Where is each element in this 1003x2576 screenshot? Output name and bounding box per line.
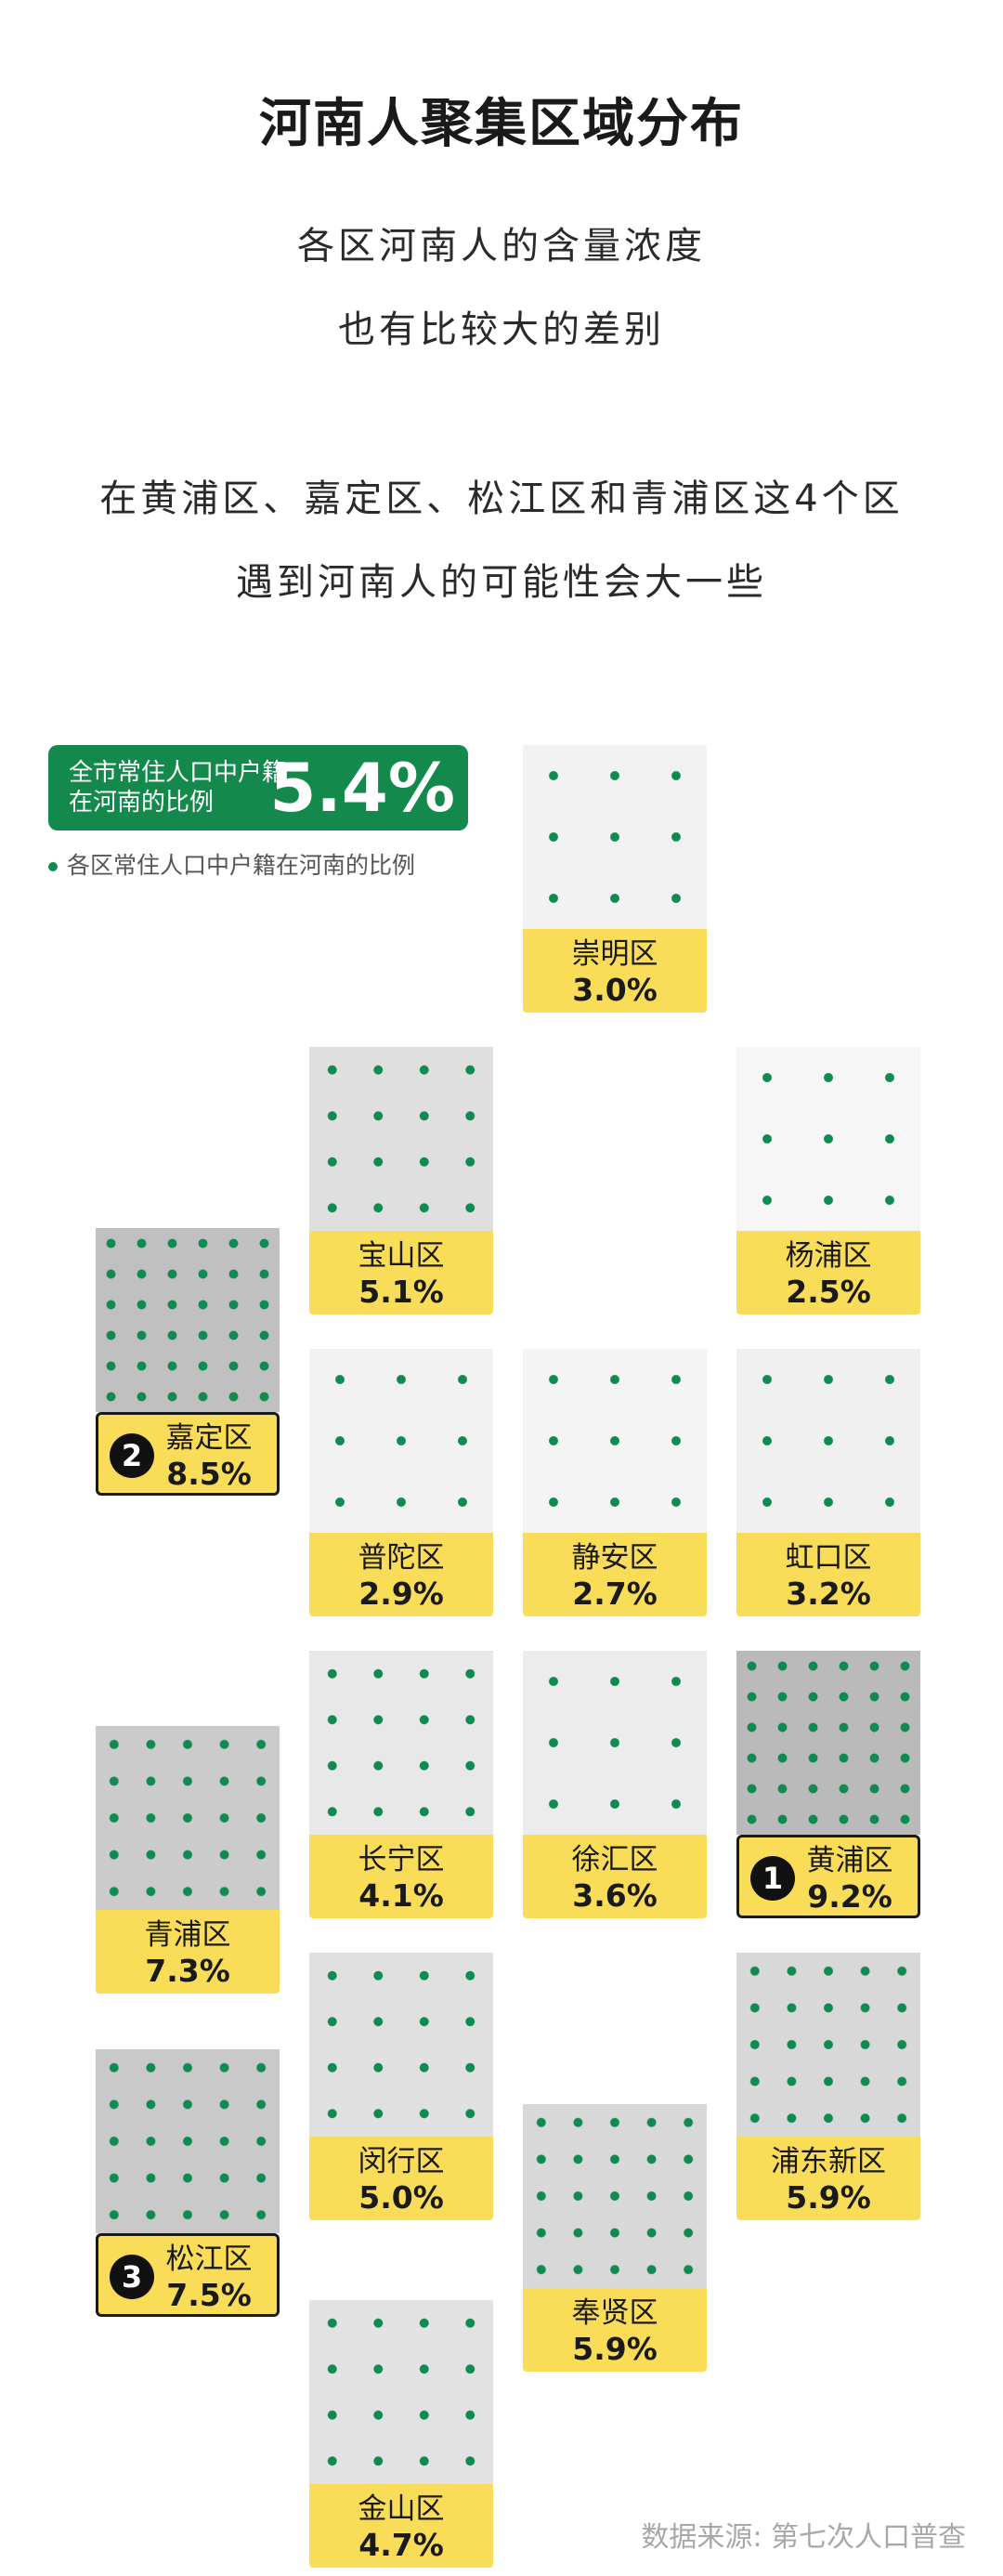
district-name: 虹口区 [785, 1541, 872, 1575]
district-9: 1 黄浦区 9.2% [736, 1651, 920, 1918]
data-source: 数据来源: 第七次人口普查 [641, 2521, 966, 2554]
district-12: 浦东新区 5.9% [736, 1953, 920, 2220]
district-15: 金山区 4.7% [309, 2300, 493, 2568]
district-6: 虹口区 3.2% [736, 1349, 920, 1616]
district-value: 5.9% [572, 2331, 658, 2367]
district-label: 3 松江区 7.5% [96, 2233, 280, 2317]
district-label: 1 黄浦区 9.2% [736, 1835, 920, 1918]
district-10: 青浦区 7.3% [96, 1726, 280, 1994]
district-value: 7.5% [166, 2277, 252, 2313]
district-value: 2.5% [786, 1274, 871, 1310]
district-2: 杨浦区 2.5% [736, 1047, 920, 1314]
district-label: 浦东新区 5.9% [736, 2137, 920, 2220]
district-pattern [736, 1953, 920, 2137]
legend-value: 5.4% [269, 749, 455, 827]
district-value: 7.3% [145, 1953, 230, 1989]
district-value: 5.0% [358, 2179, 444, 2216]
district-7: 长宁区 4.1% [309, 1651, 493, 1918]
district-value: 9.2% [807, 1878, 892, 1915]
district-value: 8.5% [166, 1456, 252, 1492]
district-value: 2.7% [572, 1576, 658, 1612]
district-name: 静安区 [571, 1541, 658, 1575]
district-name: 浦东新区 [771, 2145, 886, 2178]
district-pattern [523, 2104, 707, 2288]
district-name: 奉贤区 [571, 2296, 658, 2330]
district-8: 徐汇区 3.6% [523, 1651, 707, 1918]
rank-badge: 1 [750, 1856, 795, 1901]
district-value: 5.1% [358, 1274, 444, 1310]
district-label: 杨浦区 2.5% [736, 1231, 920, 1314]
citywide-legend: 全市常住人口中户籍在河南的比例 5.4% [48, 745, 468, 830]
district-pattern [736, 1349, 920, 1533]
district-name: 崇明区 [571, 937, 658, 971]
district-14: 奉贤区 5.9% [523, 2104, 707, 2372]
district-value: 5.9% [786, 2179, 871, 2216]
district-value: 4.7% [358, 2527, 444, 2563]
district-pattern [96, 1726, 280, 1910]
legend-note: 各区常住人口中户籍在河南的比例 [48, 847, 415, 881]
district-pattern [96, 1228, 280, 1412]
district-value: 3.2% [786, 1576, 871, 1612]
district-13: 3 松江区 7.5% [96, 2049, 280, 2317]
district-0: 崇明区 3.0% [523, 745, 707, 1013]
district-pattern [309, 1349, 493, 1533]
district-value: 3.0% [572, 972, 658, 1008]
district-pattern [523, 745, 707, 929]
legend-dot-icon [48, 862, 58, 871]
district-11: 闵行区 5.0% [309, 1953, 493, 2220]
district-label: 金山区 4.7% [309, 2484, 493, 2568]
rank-badge: 3 [110, 2255, 154, 2299]
district-name: 嘉定区 [165, 1421, 253, 1455]
district-name: 长宁区 [358, 1843, 445, 1876]
district-label: 静安区 2.7% [523, 1533, 707, 1616]
district-value: 4.1% [358, 1877, 444, 1914]
legend-label: 全市常住人口中户籍在河南的比例 [69, 759, 287, 817]
rank-badge: 2 [110, 1433, 154, 1478]
district-name: 闵行区 [358, 2145, 445, 2178]
district-name: 徐汇区 [571, 1843, 658, 1876]
district-pattern [736, 1651, 920, 1835]
district-label: 普陀区 2.9% [309, 1533, 493, 1616]
district-3: 2 嘉定区 8.5% [96, 1228, 280, 1496]
district-name: 宝山区 [358, 1239, 445, 1273]
district-pattern [309, 1651, 493, 1835]
district-pattern [96, 2049, 280, 2233]
district-label: 2 嘉定区 8.5% [96, 1412, 280, 1496]
district-label: 长宁区 4.1% [309, 1835, 493, 1918]
district-5: 静安区 2.7% [523, 1349, 707, 1616]
district-4: 普陀区 2.9% [309, 1349, 493, 1616]
district-pattern [523, 1651, 707, 1835]
district-label: 崇明区 3.0% [523, 929, 707, 1013]
subtitle-line-3: 在黄浦区、嘉定区、松江区和青浦区这4个区 [99, 477, 904, 520]
district-name: 松江区 [165, 2243, 253, 2276]
district-label: 虹口区 3.2% [736, 1533, 920, 1616]
subtitle-line-4: 遇到河南人的可能性会大一些 [236, 561, 767, 604]
district-pattern [309, 2300, 493, 2484]
subtitle-line-1: 各区河南人的含量浓度 [297, 225, 706, 268]
district-name: 青浦区 [144, 1918, 231, 1952]
district-label: 徐汇区 3.6% [523, 1835, 707, 1918]
district-pattern [523, 1349, 707, 1533]
district-pattern [736, 1047, 920, 1231]
district-pattern [309, 1047, 493, 1231]
legend-note-text: 各区常住人口中户籍在河南的比例 [67, 852, 416, 879]
district-label: 青浦区 7.3% [96, 1910, 280, 1994]
district-1: 宝山区 5.1% [309, 1047, 493, 1314]
district-name: 金山区 [358, 2492, 445, 2526]
district-name: 杨浦区 [785, 1239, 872, 1273]
subtitle-line-2: 也有比较大的差别 [338, 308, 665, 351]
district-pattern [309, 1953, 493, 2137]
page-title: 河南人聚集区域分布 [259, 94, 744, 154]
district-value: 2.9% [358, 1576, 444, 1612]
district-label: 闵行区 5.0% [309, 2137, 493, 2220]
district-name: 黄浦区 [806, 1844, 893, 1877]
district-value: 3.6% [572, 1877, 658, 1914]
district-name: 普陀区 [358, 1541, 445, 1575]
district-label: 宝山区 5.1% [309, 1231, 493, 1314]
district-label: 奉贤区 5.9% [523, 2288, 707, 2372]
